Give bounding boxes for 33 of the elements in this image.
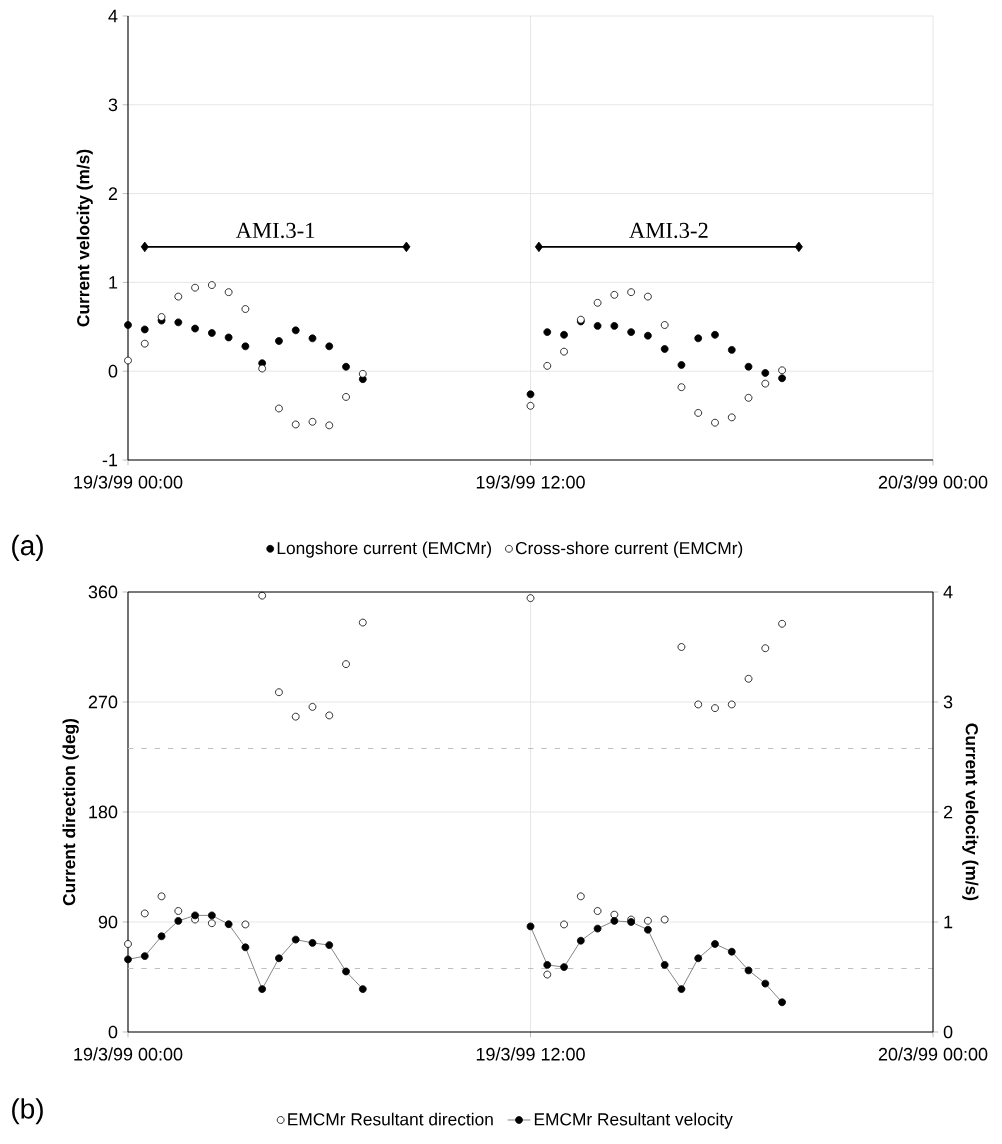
y-tick-label: 3 [108,98,118,112]
y-tick-label: 2 [108,187,118,200]
y-tick-label: 180 [89,805,118,819]
x-tick-label: 20/3/99 00:00 [878,1047,988,1061]
y-axis-title: Current direction (deg) [62,718,79,906]
y2-tick-label: 4 [943,585,953,599]
y-tick-label: 90 [98,915,118,929]
y-tick-label: 1 [109,276,118,289]
x-tick-label: 19/3/99 12:00 [476,1047,585,1061]
y-tick-label: 360 [88,585,118,599]
legend-label: Longshore current (EMCMr) [277,541,492,558]
y2-tick-label: 2 [943,805,953,819]
legend-label: EMCMr Resultant direction [288,1112,493,1126]
y2-tick-label: 0 [943,1025,953,1039]
x-tick-label: 19/3/99 00:00 [74,1047,183,1061]
annotation: AMI.3-1 [235,222,315,239]
y-tick-label: 0 [108,364,118,378]
x-tick-label: 20/3/99 00:00 [878,475,988,489]
y-axis-title: Current velocity (m/s) [76,149,93,327]
text: (b) [12,1098,43,1125]
y-tick-label: 270 [88,695,118,709]
legend-label: Cross-shore current (EMCMr) [515,541,743,558]
legend-label: EMCMr Resultant velocity [534,1112,733,1129]
y2-axis-title: Current velocity (m/s) [962,723,979,901]
y-tick-label: -1 [102,453,118,467]
x-tick-label: 19/3/99 00:00 [74,475,183,489]
text: (a) [12,534,43,561]
x-tick-label: 19/3/99 12:00 [476,475,585,489]
y2-tick-label: 3 [943,695,953,709]
y2-tick-label: 1 [944,915,953,929]
y-tick-label: 0 [108,1025,118,1039]
y-tick-label: 4 [108,9,118,23]
annotation: AMI.3-2 [629,222,708,239]
